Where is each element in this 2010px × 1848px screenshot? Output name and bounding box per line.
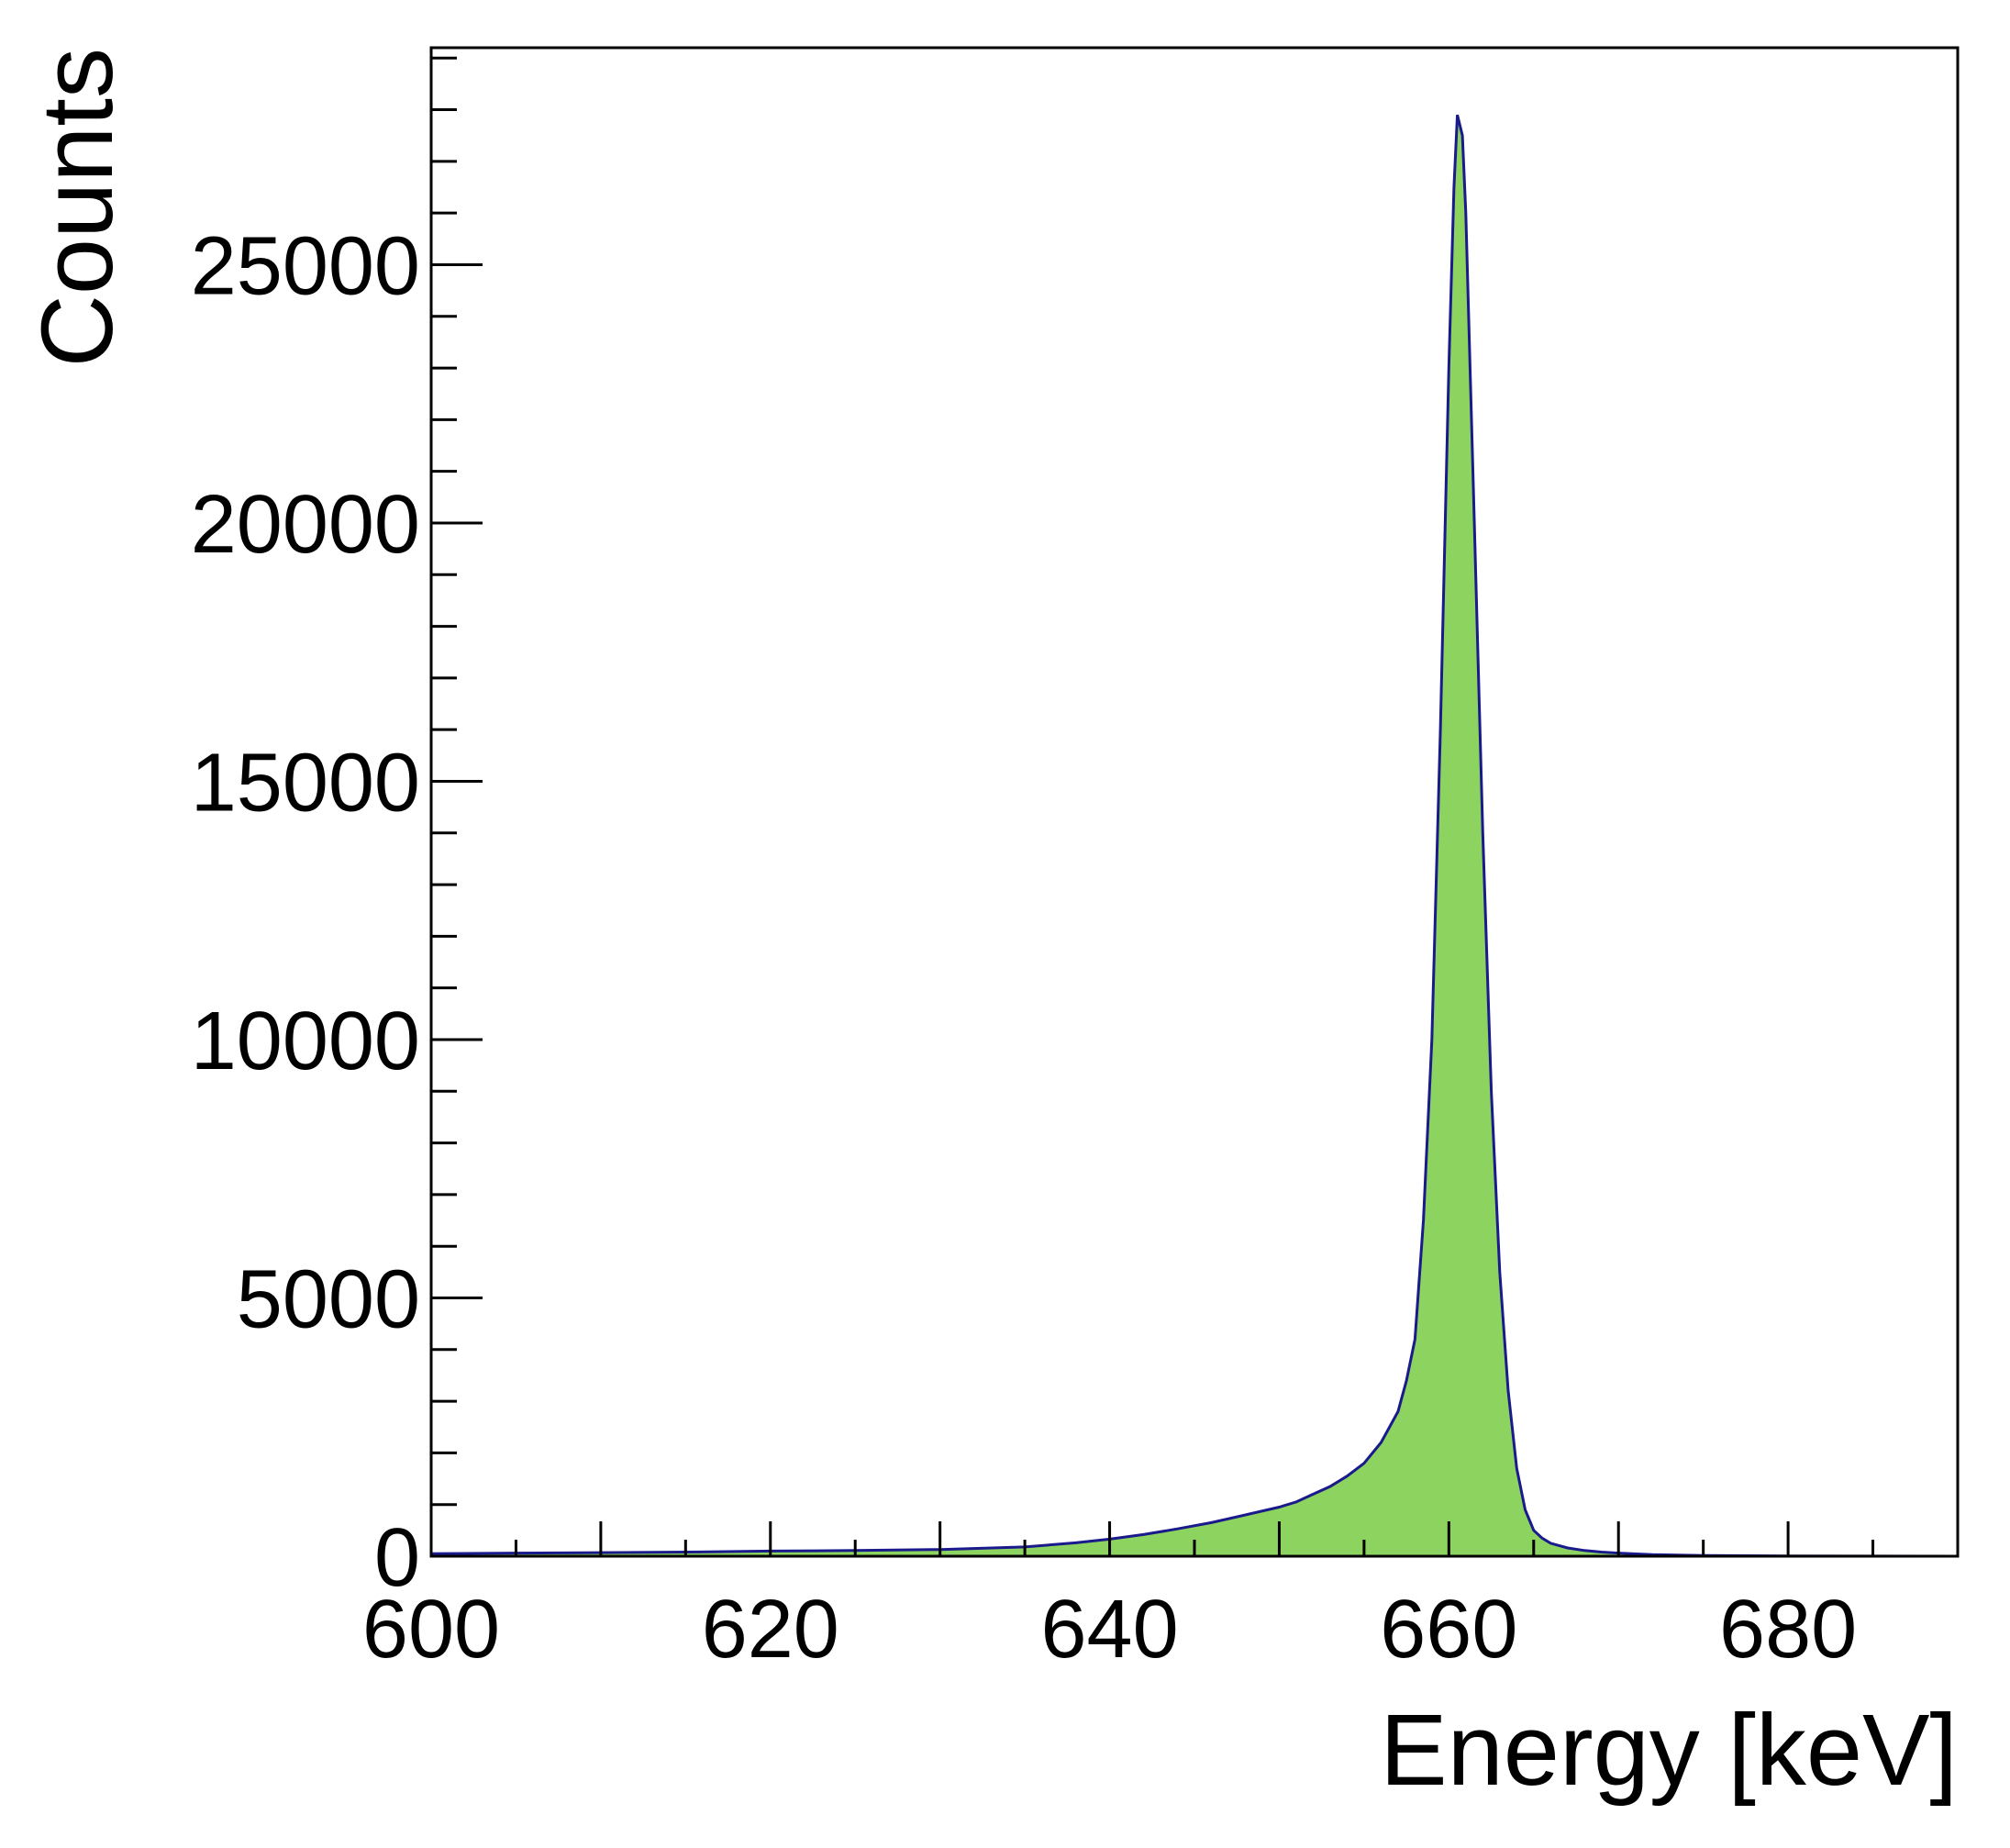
- data-point: [1448, 367, 1449, 369]
- data-point: [1491, 1090, 1493, 1092]
- data-point: [1211, 1521, 1213, 1523]
- data-point: [1380, 1442, 1382, 1443]
- data-point: [1439, 729, 1441, 730]
- data-point: [1457, 114, 1459, 116]
- data-point: [1516, 1467, 1517, 1469]
- data-point: [1295, 1501, 1297, 1503]
- series-0-line: [430, 114, 1959, 1558]
- data-point: [1465, 212, 1467, 214]
- series-layer: [430, 114, 1959, 1558]
- data-point: [1423, 1219, 1425, 1221]
- data-point: [1278, 1507, 1280, 1508]
- y-tick-label: 0: [374, 1512, 420, 1604]
- data-point: [1507, 1390, 1509, 1392]
- data-point: [1405, 1380, 1407, 1382]
- y-tick-label: 5000: [237, 1253, 420, 1345]
- y-axis-title: Counts: [21, 48, 134, 368]
- data-point: [1583, 1550, 1585, 1552]
- data-point: [1567, 1547, 1569, 1549]
- data-point: [1414, 1339, 1416, 1341]
- data-point: [1461, 135, 1463, 137]
- label-layer: 600 620 640 660 680 0 5000 10000 15000 20000 25000: [191, 220, 1857, 1675]
- x-tick-label: 620: [702, 1584, 839, 1675]
- data-point: [1177, 1528, 1179, 1530]
- data-point: [1346, 1475, 1348, 1477]
- data-point: [1431, 1039, 1433, 1041]
- data-point: [1453, 186, 1455, 188]
- x-tick-label: 600: [362, 1584, 500, 1675]
- data-point: [1533, 1530, 1535, 1531]
- data-point: [1482, 832, 1483, 834]
- data-point: [1143, 1533, 1145, 1535]
- data-point: [1363, 1463, 1365, 1464]
- x-tick-label: 680: [1719, 1584, 1857, 1675]
- y-tick-label: 20000: [191, 479, 420, 571]
- x-axis-title: Energy [keV]: [1380, 1694, 1958, 1807]
- data-point: [1549, 1542, 1551, 1544]
- data-point: [1525, 1508, 1527, 1510]
- x-tick-label: 640: [1040, 1584, 1178, 1675]
- x-tick-label: 660: [1380, 1584, 1517, 1675]
- y-tick-label: 25000: [191, 220, 420, 312]
- data-point: [1541, 1537, 1543, 1539]
- data-point: [1075, 1542, 1077, 1543]
- data-point: [1473, 522, 1475, 524]
- data-point: [1312, 1493, 1314, 1495]
- data-point: [1397, 1410, 1399, 1412]
- data-point: [1499, 1271, 1501, 1273]
- data-point: [1329, 1486, 1331, 1487]
- y-tick-label: 10000: [191, 996, 420, 1087]
- plot-frame: [429, 46, 1960, 1558]
- y-tick-label: 15000: [191, 737, 420, 829]
- data-point: [1245, 1514, 1247, 1516]
- data-point: [1601, 1552, 1603, 1553]
